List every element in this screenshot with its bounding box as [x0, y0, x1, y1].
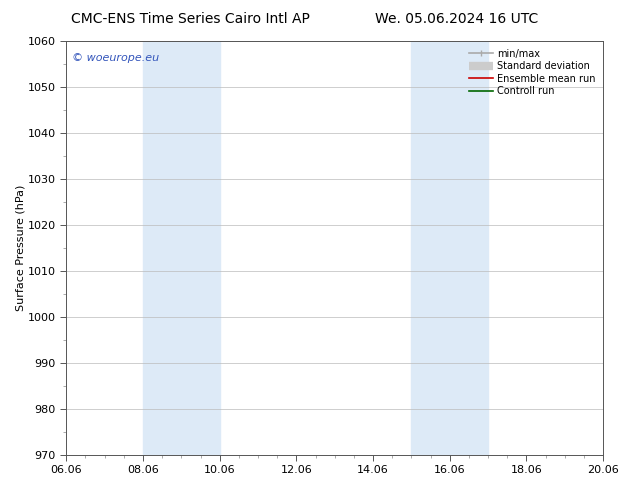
Text: © woeurope.eu: © woeurope.eu [72, 53, 158, 64]
Text: CMC-ENS Time Series Cairo Intl AP: CMC-ENS Time Series Cairo Intl AP [71, 12, 309, 26]
Text: We. 05.06.2024 16 UTC: We. 05.06.2024 16 UTC [375, 12, 538, 26]
Bar [143, 41, 220, 455]
Legend: min/max, Standard deviation, Ensemble mean run, Controll run: min/max, Standard deviation, Ensemble me… [466, 46, 598, 99]
Bar [411, 41, 488, 455]
Y-axis label: Surface Pressure (hPa): Surface Pressure (hPa) [15, 185, 25, 311]
